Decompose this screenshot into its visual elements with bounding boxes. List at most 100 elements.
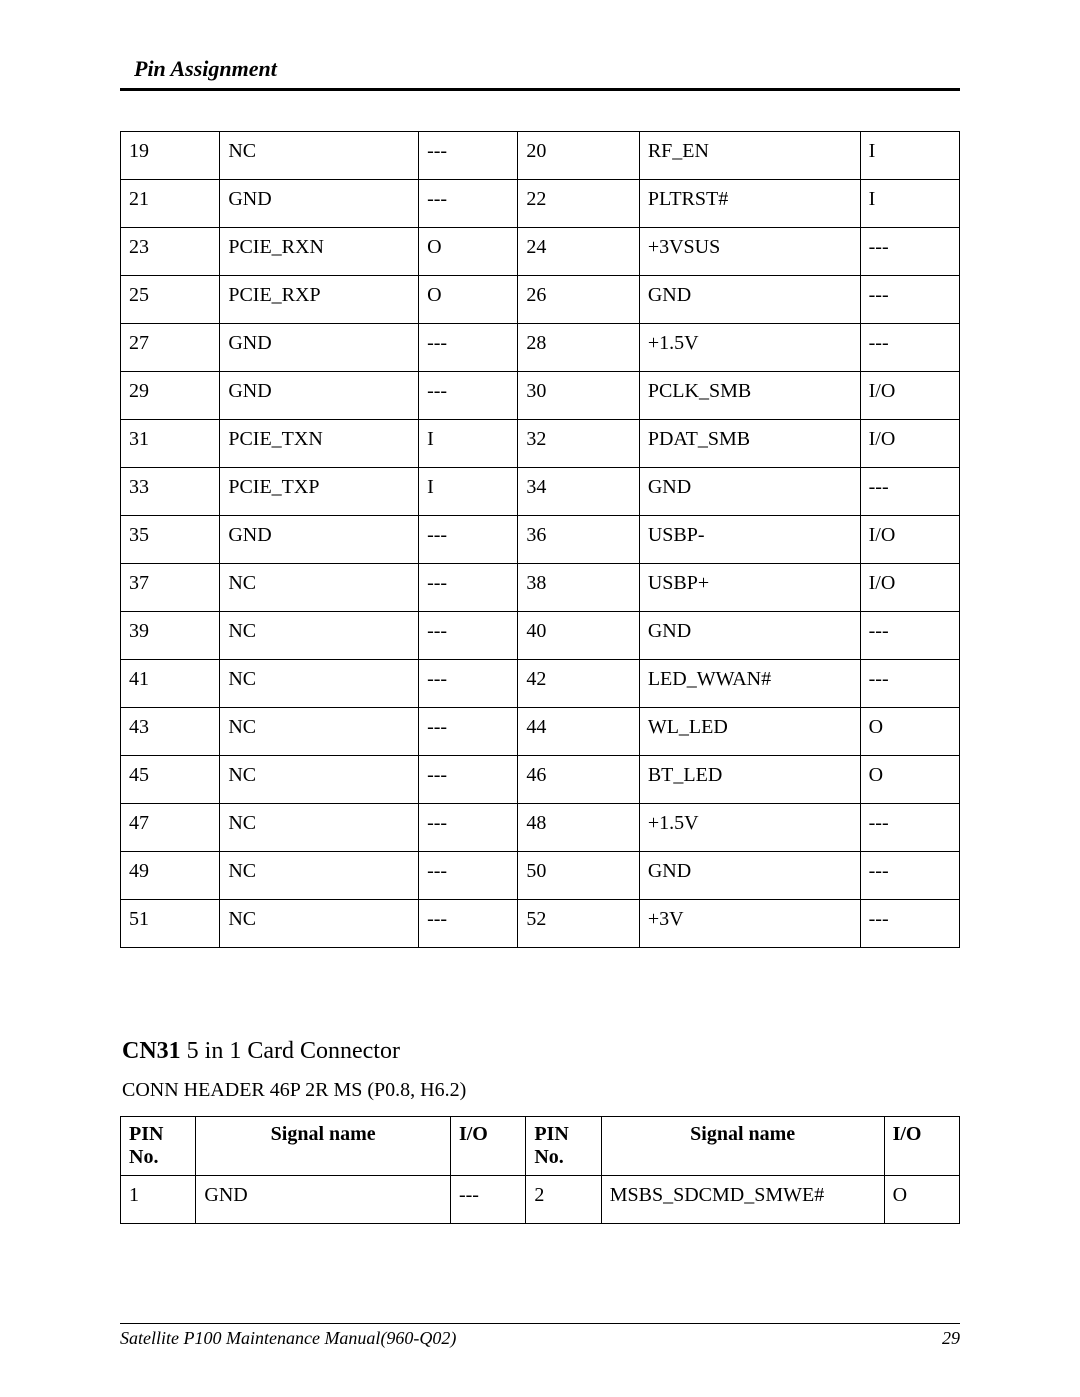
section-subheading: CONN HEADER 46P 2R MS (P0.8, H6.2)	[120, 1079, 960, 1102]
pin-table-2-body: 1GND---2MSBS_SDCMD_SMWE#O	[121, 1176, 960, 1224]
table-cell: I	[419, 420, 518, 468]
footer-right: 29	[942, 1328, 960, 1349]
table-row: 37NC---38USBP+I/O	[121, 564, 960, 612]
table-cell: 40	[518, 612, 639, 660]
table-cell: 24	[518, 228, 639, 276]
table-cell: I	[860, 180, 959, 228]
table-row: 31PCIE_TXNI32PDAT_SMBI/O	[121, 420, 960, 468]
table-cell: I/O	[860, 372, 959, 420]
table-cell: GND	[220, 372, 419, 420]
table-cell: 44	[518, 708, 639, 756]
section-id: CN31	[122, 1038, 181, 1064]
table-cell: USBP+	[639, 564, 860, 612]
table-cell: 28	[518, 324, 639, 372]
col-io-2: I/O	[884, 1117, 959, 1176]
col-io-1: I/O	[450, 1117, 525, 1176]
table-cell: ---	[860, 468, 959, 516]
table-row: 1GND---2MSBS_SDCMD_SMWE#O	[121, 1176, 960, 1224]
table-cell: I/O	[860, 516, 959, 564]
table-cell: NC	[220, 660, 419, 708]
table-row: 35GND---36USBP-I/O	[121, 516, 960, 564]
table-cell: GND	[220, 516, 419, 564]
table-cell: GND	[639, 612, 860, 660]
table-cell: ---	[860, 804, 959, 852]
table-cell: 22	[518, 180, 639, 228]
table-cell: GND	[220, 324, 419, 372]
table-cell: ---	[419, 132, 518, 180]
table-cell: O	[419, 276, 518, 324]
table-cell: I	[419, 468, 518, 516]
table-cell: NC	[220, 900, 419, 948]
table-row: 25PCIE_RXPO26GND---	[121, 276, 960, 324]
table-cell: GND	[639, 468, 860, 516]
table-cell: 23	[121, 228, 220, 276]
table-row: 39NC---40GND---	[121, 612, 960, 660]
table-cell: ---	[419, 612, 518, 660]
table-cell: ---	[419, 852, 518, 900]
table-cell: I/O	[860, 564, 959, 612]
table-cell: LED_WWAN#	[639, 660, 860, 708]
table-row: 41NC---42LED_WWAN#---	[121, 660, 960, 708]
table-cell: +1.5V	[639, 324, 860, 372]
table-cell: PLTRST#	[639, 180, 860, 228]
table-cell: 42	[518, 660, 639, 708]
table-row: 19NC---20RF_ENI	[121, 132, 960, 180]
table-cell: ---	[419, 180, 518, 228]
table-cell: PCLK_SMB	[639, 372, 860, 420]
table-cell: ---	[419, 756, 518, 804]
table-cell: 38	[518, 564, 639, 612]
col-signal-2: Signal name	[601, 1117, 884, 1176]
table-cell: NC	[220, 756, 419, 804]
table-cell: PDAT_SMB	[639, 420, 860, 468]
pin-table-1-body: 19NC---20RF_ENI21GND---22PLTRST#I23PCIE_…	[121, 132, 960, 948]
table-cell: ---	[860, 612, 959, 660]
col-pin-no-2: PINNo.	[526, 1117, 601, 1176]
table-cell: ---	[419, 900, 518, 948]
table-row: 47NC---48+1.5V---	[121, 804, 960, 852]
table-cell: 45	[121, 756, 220, 804]
page-footer: Satellite P100 Maintenance Manual(960-Q0…	[120, 1323, 960, 1349]
table-cell: USBP-	[639, 516, 860, 564]
table-cell: NC	[220, 804, 419, 852]
table-cell: ---	[860, 900, 959, 948]
table-cell: GND	[639, 276, 860, 324]
table-cell: 32	[518, 420, 639, 468]
table-cell: ---	[419, 324, 518, 372]
table-cell: NC	[220, 132, 419, 180]
table-cell: 43	[121, 708, 220, 756]
table-cell: GND	[196, 1176, 451, 1224]
table-cell: 2	[526, 1176, 601, 1224]
table-cell: 25	[121, 276, 220, 324]
table-cell: 48	[518, 804, 639, 852]
table-row: 33PCIE_TXPI34GND---	[121, 468, 960, 516]
table-row: 45NC---46BT_LEDO	[121, 756, 960, 804]
table-cell: 51	[121, 900, 220, 948]
table-row: 43NC---44WL_LEDO	[121, 708, 960, 756]
table-cell: GND	[220, 180, 419, 228]
page-header: Pin Assignment	[120, 56, 960, 91]
table-cell: 52	[518, 900, 639, 948]
table-cell: 49	[121, 852, 220, 900]
table-cell: 36	[518, 516, 639, 564]
table-cell: 1	[121, 1176, 196, 1224]
table-cell: 27	[121, 324, 220, 372]
table-cell: I/O	[860, 420, 959, 468]
table-cell: PCIE_TXP	[220, 468, 419, 516]
col-signal-1: Signal name	[196, 1117, 451, 1176]
table-cell: PCIE_RXP	[220, 276, 419, 324]
table-cell: 20	[518, 132, 639, 180]
table-cell: ---	[860, 660, 959, 708]
table-cell: ---	[860, 324, 959, 372]
table-header-row: PINNo. Signal name I/O PINNo. Signal nam…	[121, 1117, 960, 1176]
table-cell: 26	[518, 276, 639, 324]
table-cell: 31	[121, 420, 220, 468]
table-cell: BT_LED	[639, 756, 860, 804]
table-cell: 21	[121, 180, 220, 228]
col-pin-no-1: PINNo.	[121, 1117, 196, 1176]
table-cell: ---	[419, 804, 518, 852]
table-cell: O	[860, 756, 959, 804]
table-cell: ---	[860, 276, 959, 324]
table-cell: ---	[419, 564, 518, 612]
table-cell: I	[860, 132, 959, 180]
table-cell: 39	[121, 612, 220, 660]
